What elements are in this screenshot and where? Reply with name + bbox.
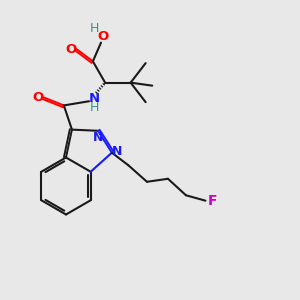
Text: O: O [33, 91, 44, 104]
Text: N: N [93, 131, 103, 144]
Text: O: O [65, 43, 77, 56]
Text: N: N [89, 92, 100, 105]
Text: H: H [90, 22, 99, 35]
Text: N: N [112, 145, 122, 158]
Text: O: O [97, 29, 108, 43]
Text: H: H [90, 101, 99, 114]
Text: F: F [207, 194, 217, 208]
